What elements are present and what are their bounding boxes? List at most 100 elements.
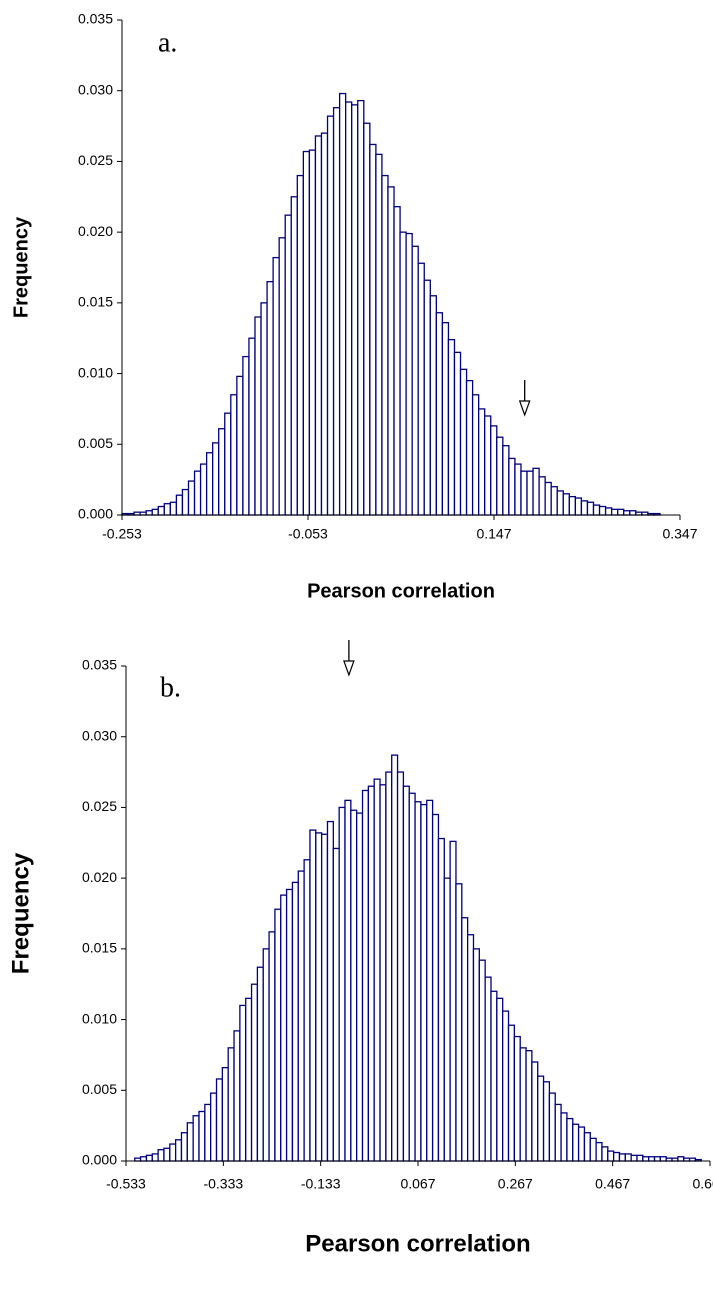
bar <box>642 1156 650 1162</box>
bar <box>417 262 425 516</box>
y-tick-label: 0.020 <box>82 869 117 885</box>
panel-label: b. <box>160 672 181 703</box>
x-tick-label: 0.147 <box>476 526 511 542</box>
bar <box>221 1067 229 1162</box>
bar <box>610 508 619 516</box>
bar <box>192 1115 200 1162</box>
bar <box>420 803 428 1162</box>
bar <box>290 196 298 516</box>
bar <box>484 415 492 516</box>
bar <box>344 799 352 1162</box>
bar <box>525 1050 533 1162</box>
bar <box>429 295 437 516</box>
bar <box>315 832 323 1162</box>
bar <box>391 754 399 1162</box>
bar <box>145 510 153 516</box>
panel-label: a. <box>158 27 177 58</box>
bar <box>151 1153 159 1162</box>
y-tick-label: 0.010 <box>78 364 113 380</box>
bar <box>338 92 347 516</box>
y-tick-label: 0.005 <box>82 1081 117 1097</box>
bar <box>308 149 317 516</box>
bar <box>411 245 419 516</box>
bar <box>556 490 564 516</box>
bar <box>284 214 292 516</box>
bar <box>595 1141 603 1162</box>
bar <box>461 917 469 1162</box>
bar <box>204 1103 212 1162</box>
arrow-head <box>343 660 355 677</box>
bar <box>455 883 463 1162</box>
bar <box>163 1147 171 1162</box>
bar <box>181 488 190 516</box>
bar <box>583 1132 591 1162</box>
bar <box>586 501 595 516</box>
bar <box>169 1143 177 1162</box>
bar <box>218 428 226 516</box>
bar <box>636 1154 644 1162</box>
bar <box>296 174 304 516</box>
bar <box>629 510 637 516</box>
x-axis-title: Pearson correlation <box>307 580 495 602</box>
bar <box>361 789 370 1162</box>
y-tick-label: 0.015 <box>78 294 113 310</box>
y-tick-label: 0.035 <box>82 657 117 673</box>
bar <box>443 877 451 1162</box>
bar <box>381 174 389 516</box>
bar <box>502 445 510 516</box>
bar <box>431 813 440 1162</box>
bar <box>215 1078 224 1162</box>
x-tick-label: -0.533 <box>106 1176 146 1192</box>
bar <box>604 507 613 516</box>
x-tick-label: 0.347 <box>662 526 697 542</box>
bar <box>447 338 456 516</box>
bar <box>245 997 253 1162</box>
bar <box>169 501 178 516</box>
bar <box>580 500 589 516</box>
bar <box>423 279 431 516</box>
y-tick-label: 0.020 <box>78 223 113 239</box>
bar <box>242 355 250 516</box>
bar <box>233 1030 241 1162</box>
bar <box>554 1103 562 1162</box>
y-tick-label: 0.025 <box>82 798 117 814</box>
y-tick-label: 0.030 <box>82 727 117 743</box>
bar <box>459 368 468 516</box>
bar <box>210 1092 218 1162</box>
bar <box>262 948 270 1162</box>
bar <box>280 894 288 1162</box>
bar <box>478 959 486 1162</box>
bar <box>174 1139 183 1162</box>
x-axis-title: Pearson correlation <box>305 1230 530 1257</box>
y-tick-label: 0.000 <box>82 1152 117 1168</box>
bar <box>544 481 552 516</box>
bar <box>250 983 259 1162</box>
bar <box>302 150 311 516</box>
x-tick-label: -0.053 <box>288 526 328 542</box>
bar <box>320 833 329 1162</box>
bar <box>435 312 444 516</box>
bar <box>507 1024 516 1162</box>
bar <box>514 463 522 516</box>
bar <box>278 237 286 516</box>
bar <box>369 143 377 516</box>
bar <box>472 948 480 1162</box>
bar <box>490 425 498 516</box>
bar <box>538 476 546 516</box>
bar <box>612 1151 621 1162</box>
bar <box>332 107 341 516</box>
bar <box>478 408 486 516</box>
bar <box>357 99 365 516</box>
bar <box>224 412 232 516</box>
y-tick-label: 0.030 <box>78 81 113 97</box>
bar <box>139 1156 148 1162</box>
bar <box>562 493 570 516</box>
bar <box>274 908 282 1162</box>
y-tick-label: 0.010 <box>82 1010 117 1026</box>
bar <box>198 1110 206 1162</box>
bar <box>574 497 583 516</box>
bar <box>367 785 375 1162</box>
bar <box>560 1112 568 1162</box>
bar <box>186 1122 194 1162</box>
bar <box>239 1004 247 1162</box>
